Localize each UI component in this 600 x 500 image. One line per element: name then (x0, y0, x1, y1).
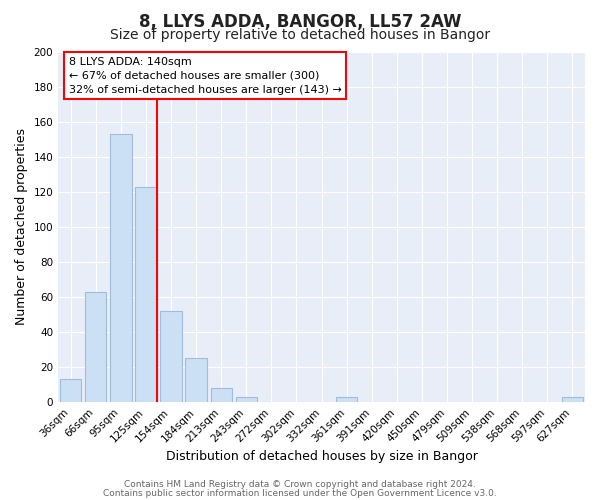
Bar (211, 388, 232, 402)
Bar (136, 186, 157, 402)
Bar (562, 397, 583, 402)
Bar (236, 397, 257, 402)
Bar (336, 397, 358, 402)
Bar (110, 134, 131, 402)
Text: 8 LLYS ADDA: 140sqm
← 67% of detached houses are smaller (300)
32% of semi-detac: 8 LLYS ADDA: 140sqm ← 67% of detached ho… (69, 57, 341, 95)
Text: Contains HM Land Registry data © Crown copyright and database right 2024.: Contains HM Land Registry data © Crown c… (124, 480, 476, 489)
Bar (160, 311, 182, 402)
Bar (85, 292, 106, 402)
Text: Contains public sector information licensed under the Open Government Licence v3: Contains public sector information licen… (103, 488, 497, 498)
Text: Size of property relative to detached houses in Bangor: Size of property relative to detached ho… (110, 28, 490, 42)
Bar (60, 380, 82, 402)
Text: 8, LLYS ADDA, BANGOR, LL57 2AW: 8, LLYS ADDA, BANGOR, LL57 2AW (139, 12, 461, 30)
Bar (185, 358, 207, 402)
X-axis label: Distribution of detached houses by size in Bangor: Distribution of detached houses by size … (166, 450, 478, 462)
Y-axis label: Number of detached properties: Number of detached properties (15, 128, 28, 326)
